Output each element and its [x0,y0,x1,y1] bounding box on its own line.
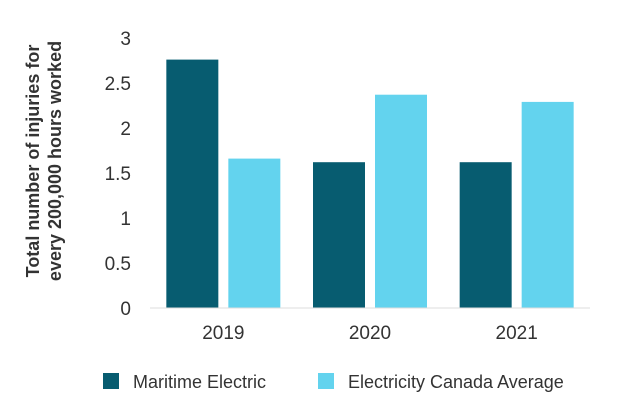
x-axis-ticks: 2019 2020 2021 [202,323,538,344]
legend-swatch [318,373,334,389]
y-tick-label: 3 [120,29,131,50]
y-axis-title-line-1: Total number of injuries for [23,45,43,278]
bar-electricity-canada-average [375,94,427,308]
y-tick-label: 1.5 [105,164,131,185]
legend-label: Electricity Canada Average [348,372,564,392]
legend-swatch [103,373,119,389]
x-tick-label: 2021 [496,323,538,344]
y-tick-label: 2.5 [105,74,131,95]
bar-maritime-electric [459,162,512,308]
y-tick-label: 0.5 [105,254,131,275]
y-tick-label: 1 [120,209,131,230]
y-axis-title: Total number of injuries for every 200,0… [23,41,65,281]
y-tick-label: 0 [120,299,131,320]
y-axis-ticks: 0 0.5 1 1.5 2 2.5 3 [105,29,131,320]
legend: Maritime Electric Electricity Canada Aver… [103,372,564,392]
bars [166,59,574,309]
y-axis-title-line-2: every 200,000 hours worked [45,41,65,281]
legend-label: Maritime Electric [133,372,266,392]
bar-maritime-electric [166,59,219,308]
y-tick-label: 2 [120,119,131,140]
x-tick-label: 2019 [202,323,244,344]
bar-electricity-canada-average [521,101,574,309]
x-tick-label: 2020 [349,323,391,344]
bar-maritime-electric [313,162,365,308]
bar-electricity-canada-average [228,158,281,308]
